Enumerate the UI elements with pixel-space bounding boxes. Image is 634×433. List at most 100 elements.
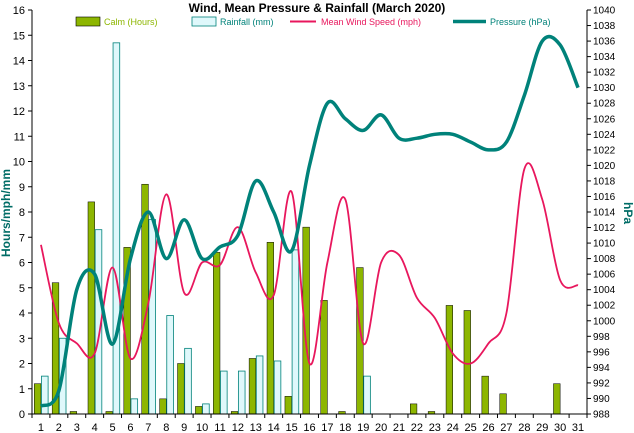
x-tick-label: 10: [196, 422, 208, 433]
x-tick-label: 13: [250, 422, 262, 433]
y-tick-label-right: 1040: [593, 6, 616, 17]
bar-calm-day-13: [248, 358, 257, 415]
y-tick-label-left: 8: [19, 207, 25, 219]
legend-label-wind: Mean Wind Speed (mph): [321, 17, 421, 27]
y-tick-label-right: 1002: [593, 301, 616, 312]
y-tick-label-right: 988: [593, 410, 610, 421]
legend: Calm (Hours) Rainfall (mm) Mean Wind Spe…: [75, 16, 551, 27]
y-tick-label-left: 10: [13, 157, 25, 169]
bar-calm-day-26: [481, 375, 489, 415]
y-tick-label-right: 1036: [593, 37, 616, 48]
y-tick-label-right: 1018: [593, 176, 616, 187]
bar-rainfall-day-5: [112, 42, 121, 415]
bar-calm-day-4: [87, 201, 95, 415]
y-axis-title-left: Hours/mph/mm: [0, 169, 13, 257]
line-pressure: [39, 34, 580, 408]
legend-swatch-rainfall: [191, 16, 217, 27]
legend-item-rainfall: Rainfall (mm): [191, 16, 274, 27]
x-tick-label: 17: [321, 422, 333, 433]
y-tick-label-left: 0: [19, 409, 25, 421]
y-tick-label-left: 1: [19, 384, 25, 396]
y-tick-label-left: 6: [19, 258, 25, 270]
y-tick-label-left: 2: [19, 359, 25, 371]
x-tick-label: 25: [465, 422, 477, 433]
y-ticks-right: 988 990 992 994 996 998 1000 1002 1004 1006 1008 10…: [587, 6, 616, 421]
y-tick-label-left: 12: [13, 106, 25, 118]
x-tick-label: 9: [181, 422, 187, 433]
y-axis-title-right: hPa: [621, 202, 634, 224]
y-tick-label-right: 1016: [593, 192, 616, 203]
bar-calm-day-8: [159, 398, 167, 415]
bar-calm-day-9: [177, 363, 185, 415]
y-tick-label-right: 992: [593, 378, 610, 389]
y-tick-label-right: 1026: [593, 114, 616, 125]
y-tick-label-right: 998: [593, 332, 610, 343]
bar-rainfall-day-6: [130, 398, 139, 415]
bar-calm-day-30: [553, 383, 561, 415]
y-tick-label-left: 16: [13, 5, 25, 17]
y-tick-label-right: 990: [593, 394, 610, 405]
y-tick-label-right: 1030: [593, 83, 616, 94]
lines: [39, 34, 580, 408]
legend-label-calm: Calm (Hours): [104, 17, 158, 27]
bar-rainfall-day-19: [363, 375, 371, 415]
y-tick-label-right: 1034: [593, 52, 616, 63]
legend-item-calm: Calm (Hours): [75, 16, 158, 27]
bar-calm-day-14: [266, 242, 274, 415]
bar-rainfall-day-8: [166, 315, 174, 415]
bar-calm-day-10: [195, 406, 203, 415]
x-tick-label: 19: [357, 422, 369, 433]
bar-calm-day-11: [213, 252, 221, 415]
x-tick-label: 12: [232, 422, 244, 433]
y-tick-label-right: 1038: [593, 21, 616, 32]
legend-item-wind: Mean Wind Speed (mph): [290, 17, 421, 27]
x-tick-label: 3: [74, 422, 80, 433]
bar-rainfall-day-12: [237, 370, 246, 415]
bar-rainfall-day-11: [220, 370, 228, 415]
y-tick-label-left: 7: [19, 232, 25, 244]
x-tick-label: 2: [56, 422, 62, 433]
x-tick-label: 11: [214, 422, 225, 433]
bar-rainfall-day-15: [291, 249, 300, 415]
legend-swatch-calm: [75, 16, 101, 27]
bar-calm-day-1: [34, 383, 42, 415]
legend-item-pressure: Pressure (hPa): [453, 17, 551, 27]
y-tick-label-left: 15: [13, 30, 25, 42]
x-ticks: 1 2 3 4 5 6 7 8 9 10 11 12 13 14 15 16 17 18 19 20 21 22 23 24 2…: [31, 414, 588, 433]
bar-rainfall-day-7: [148, 219, 156, 415]
bar-rainfall-day-13: [255, 355, 264, 415]
x-tick-label: 24: [447, 422, 459, 433]
y-tick-label-right: 996: [593, 347, 610, 358]
y-tick-label-left: 3: [19, 333, 25, 345]
y-tick-label-right: 1006: [593, 270, 616, 281]
chart-title: Wind, Mean Pressure & Rainfall (March 20…: [189, 1, 446, 15]
x-tick-label: 29: [536, 422, 548, 433]
x-tick-label: 31: [572, 422, 584, 433]
y-tick-label-right: 1004: [593, 285, 616, 296]
bar-rainfall-day-10: [202, 403, 210, 415]
line-mean-wind-speed: [40, 162, 579, 366]
y-tick-label-right: 1010: [593, 239, 616, 250]
x-tick-label: 15: [285, 422, 297, 433]
bar-rainfall-day-1: [41, 375, 49, 415]
y-tick-label-left: 13: [13, 81, 25, 93]
y-tick-label-left: 5: [19, 283, 25, 295]
legend-label-rainfall: Rainfall (mm): [220, 17, 274, 27]
bar-calm-day-17: [320, 300, 328, 415]
y-tick-label-right: 1024: [593, 130, 616, 141]
y-tick-label-left: 11: [14, 131, 25, 143]
y-tick-label-right: 1032: [593, 68, 616, 79]
bars: [34, 42, 561, 415]
x-tick-label: 28: [518, 422, 530, 433]
x-tick-label: 22: [411, 422, 423, 433]
x-tick-label: 30: [554, 422, 566, 433]
bar-calm-day-27: [499, 393, 507, 415]
x-tick-label: 1: [38, 422, 44, 433]
x-tick-label: 21: [393, 422, 405, 433]
x-tick-label: 8: [163, 422, 169, 433]
y-tick-label-left: 9: [19, 182, 25, 194]
legend-label-pressure: Pressure (hPa): [490, 17, 551, 27]
bar-rainfall-day-9: [184, 347, 192, 415]
